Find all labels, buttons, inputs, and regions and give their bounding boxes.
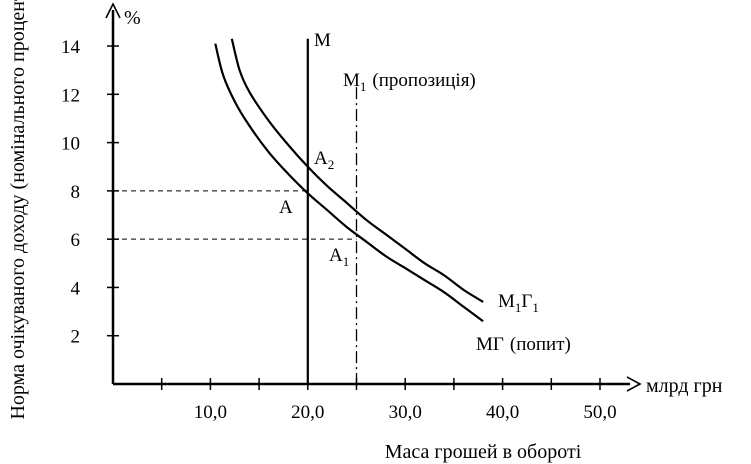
x-tick-label: 40,0 <box>486 402 519 423</box>
y-tick-label: 4 <box>71 278 81 299</box>
y-ticks: 2 4 6 8 10 12 14 <box>61 37 119 348</box>
y-tick-label: 8 <box>71 182 81 203</box>
x-axis-title: Маса грошей в обороті <box>385 441 582 463</box>
series-label-m1g1-main: М <box>498 291 515 312</box>
point-label-a: A <box>279 197 293 218</box>
series <box>214 38 484 384</box>
y-tick-label: 14 <box>61 37 81 58</box>
point-label-a2-main: A <box>314 148 328 169</box>
series-line-0 <box>214 43 484 323</box>
x-tick-label: 30,0 <box>389 402 422 423</box>
reference-lines <box>113 190 357 240</box>
series-label-m1-main: М <box>343 70 360 91</box>
y-axis-arrow <box>105 2 121 19</box>
series-label-m1g1: М1Г1 <box>498 291 539 315</box>
y-tick-label: 2 <box>71 327 81 348</box>
x-tick-label: 20,0 <box>291 402 324 423</box>
point-label-a1: A1 <box>329 245 349 269</box>
point-label-a1-sub: 1 <box>343 254 350 269</box>
point-label-a1-main: A <box>329 245 343 266</box>
y-tick-label: 12 <box>61 85 80 106</box>
x-axis-arrow <box>626 376 642 392</box>
series-label-m1-sub: 1 <box>360 79 367 94</box>
point-label-a2: A2 <box>314 148 334 172</box>
point-label-a2-sub: 2 <box>328 157 335 172</box>
y-tick-label: 6 <box>71 230 81 251</box>
x-tick-label: 10,0 <box>194 402 227 423</box>
series-label-mg-note: (попит) <box>510 334 571 355</box>
series-line-1 <box>230 38 484 303</box>
series-label-mg-demand: МГ (попит) <box>476 334 571 355</box>
series-label-m1g1-sub1: 1 <box>515 300 522 315</box>
y-axis-title: Норма очікуваного доходу (номінального п… <box>7 0 29 420</box>
series-label-m1g1-sub2: 1 <box>532 300 539 315</box>
x-ticks: 10,0 20,0 30,0 40,0 50,0 <box>160 378 617 423</box>
series-label-mg-main: МГ <box>476 334 504 355</box>
x-tick-label: 50,0 <box>583 402 616 423</box>
y-tick-label: 10 <box>61 134 80 155</box>
series-label-m1g1-mid: Г <box>521 291 532 312</box>
series-label-m1-note: (пропозиція) <box>372 70 475 91</box>
series-label-m: М <box>314 30 331 51</box>
axes <box>105 2 642 392</box>
x-unit-label: млрд грн <box>646 375 723 397</box>
y-unit-label: % <box>124 7 141 29</box>
series-label-m1-supply: М1 (пропозиція) <box>343 70 476 94</box>
